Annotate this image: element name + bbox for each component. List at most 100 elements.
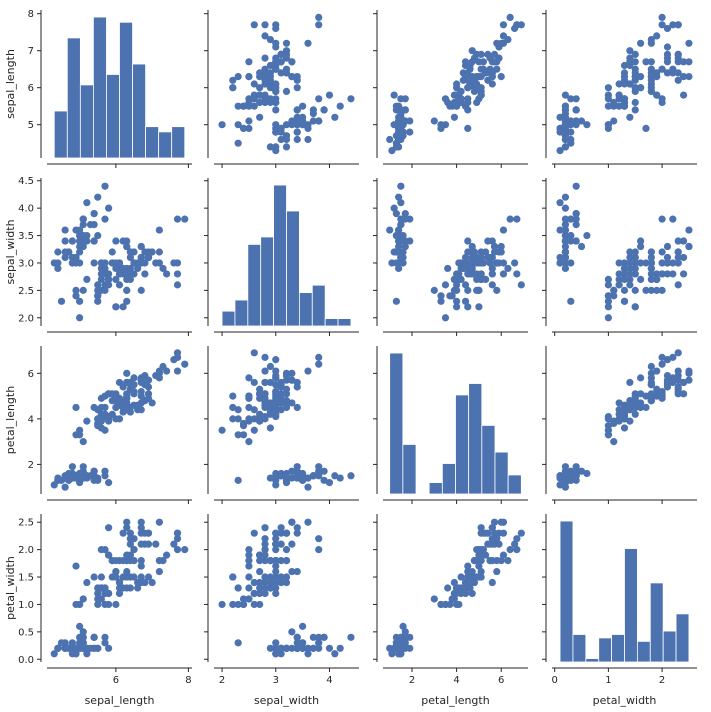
- scatter-point: [395, 226, 403, 234]
- scatter-point: [615, 281, 623, 289]
- scatter-point: [126, 248, 134, 256]
- scatter-point: [234, 121, 242, 129]
- scatter-point: [266, 73, 274, 81]
- panel-sepal_width-vs-sepal_length: 2.0 2.5 3.0 3.5 4.0 4.5: [18, 176, 192, 336]
- y-axis-title-sepal_width: sepal_width: [4, 219, 17, 284]
- scatter-point: [556, 199, 564, 207]
- scatter-point: [299, 102, 307, 110]
- scatter-point: [90, 259, 98, 267]
- scatter-point: [299, 476, 307, 484]
- scatter-point: [229, 415, 237, 423]
- scatter-point: [288, 474, 296, 482]
- scatter-point: [320, 476, 328, 484]
- scatter-point: [309, 633, 317, 641]
- scatter-point: [685, 73, 693, 81]
- panel-sepal_width-vs-petal_length: [373, 178, 528, 336]
- scatter-point: [57, 297, 66, 305]
- scatter-point: [83, 231, 91, 240]
- scatter-point: [450, 578, 458, 587]
- scatter-point: [626, 264, 634, 273]
- scatter-point: [631, 259, 639, 267]
- scatter-point: [277, 58, 285, 66]
- scatter-point: [94, 644, 102, 652]
- scatter-point: [669, 69, 677, 77]
- scatter-point: [282, 69, 291, 77]
- scatter-point: [261, 397, 269, 405]
- scatter-point: [245, 573, 253, 581]
- scatter-point: [61, 474, 69, 482]
- scatter-point: [397, 182, 405, 190]
- scatter-point: [464, 237, 472, 245]
- scatter-point: [647, 253, 655, 262]
- scatter-point: [277, 556, 285, 565]
- scatter-point: [272, 95, 280, 103]
- scatter-point: [112, 237, 120, 245]
- scatter-point: [309, 117, 317, 125]
- hist-bar: [402, 444, 417, 495]
- scatter-point: [461, 281, 470, 289]
- scatter-point: [229, 573, 237, 581]
- scatter-point: [261, 540, 269, 548]
- hist-bar: [649, 582, 664, 663]
- scatter-point: [288, 73, 296, 81]
- scatter-point: [86, 472, 95, 480]
- scatter-point: [397, 253, 405, 262]
- scatter-point: [401, 628, 409, 636]
- scatter-point: [256, 390, 264, 398]
- scatter-point: [137, 524, 145, 532]
- scatter-point: [108, 556, 116, 565]
- scatter-point: [315, 535, 323, 543]
- scatter-point: [94, 297, 102, 305]
- hist-bar: [324, 318, 339, 327]
- scatter-point: [250, 589, 258, 598]
- scatter-point: [277, 406, 285, 414]
- scatter-point: [647, 362, 655, 371]
- scatter-point: [261, 556, 269, 565]
- scatter-point: [272, 121, 280, 129]
- scatter-point: [266, 474, 274, 482]
- scatter-point: [108, 390, 116, 398]
- scatter-point: [245, 546, 253, 554]
- scatter-point: [101, 412, 109, 421]
- scatter-point: [513, 215, 521, 223]
- scatter-point: [604, 102, 612, 110]
- scatter-point: [309, 472, 317, 480]
- scatter-point: [250, 102, 258, 110]
- scatter-point: [155, 518, 163, 526]
- scatter-point: [261, 578, 269, 587]
- scatter-point: [406, 128, 414, 136]
- scatter-point: [126, 556, 134, 565]
- x-tick-label: 2: [219, 675, 225, 686]
- scatter-point: [556, 481, 564, 489]
- scatter-point: [513, 546, 521, 554]
- scatter-point: [615, 399, 623, 407]
- scatter-point: [282, 578, 291, 587]
- scatter-point: [475, 303, 483, 311]
- scatter-point: [137, 286, 145, 294]
- scatter-point: [250, 80, 258, 88]
- scatter-point: [272, 143, 280, 151]
- y-tick-label: 6: [28, 83, 34, 94]
- scatter-point: [506, 215, 514, 223]
- hist-bar: [494, 451, 509, 495]
- scatter-point: [304, 124, 312, 132]
- scatter-point: [105, 281, 113, 289]
- scatter-point: [511, 540, 519, 548]
- scatter-point: [679, 237, 688, 245]
- scatter-point: [108, 259, 116, 267]
- scatter-point: [642, 124, 650, 132]
- scatter-point: [561, 226, 570, 234]
- scatter-point: [658, 394, 666, 402]
- scatter-point: [513, 21, 521, 29]
- scatter-point: [464, 562, 472, 570]
- scatter-point: [119, 303, 127, 311]
- scatter-point: [234, 639, 242, 647]
- scatter-point: [115, 589, 124, 598]
- scatter-point: [658, 215, 666, 223]
- scatter-point: [272, 589, 280, 598]
- scatter-point: [679, 91, 688, 99]
- scatter-point: [141, 270, 149, 278]
- scatter-point: [134, 406, 142, 414]
- y-tick-label: 4.0: [18, 204, 34, 215]
- scatter-point: [250, 91, 258, 99]
